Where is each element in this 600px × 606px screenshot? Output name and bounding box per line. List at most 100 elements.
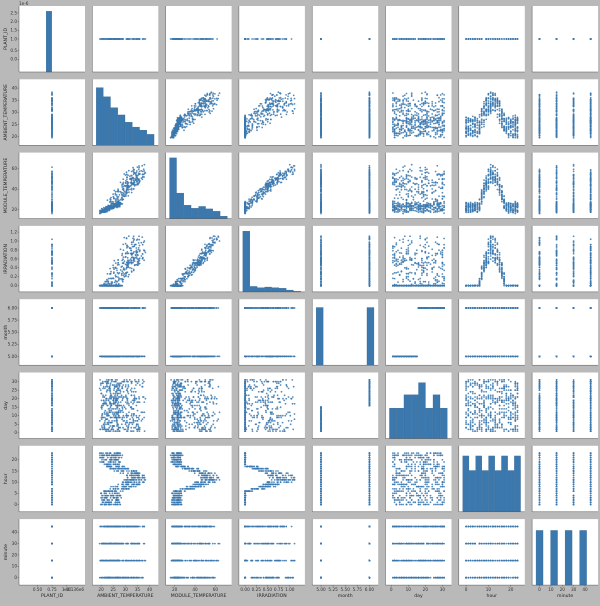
scatter-point (287, 105, 290, 107)
scatter-point (417, 119, 420, 122)
scatter-point (194, 103, 197, 105)
scatter-point (249, 121, 252, 123)
scatter-point (494, 98, 497, 101)
scatter-point (274, 184, 277, 186)
scatter-point (264, 98, 267, 101)
scatter-point (184, 113, 186, 116)
scatter-point (268, 178, 271, 181)
scatter-point (422, 120, 425, 123)
scatter-point (253, 38, 255, 40)
scatter-point (207, 106, 209, 109)
scatter-point (398, 130, 401, 133)
scatter-point (414, 114, 416, 116)
scatter-point (438, 113, 440, 116)
scatter-point (320, 114, 322, 117)
scatter-point (434, 137, 437, 139)
scatter-point (589, 119, 592, 122)
scatter-point (431, 113, 434, 115)
scatter-point (436, 117, 439, 120)
scatter-point (120, 194, 123, 196)
scatter-point (257, 191, 260, 194)
scatter-point (187, 112, 189, 114)
scatter-point (136, 38, 139, 40)
scatter-point (507, 123, 510, 126)
scatter-point (478, 38, 481, 40)
scatter-point (209, 112, 212, 115)
scatter-point (410, 116, 413, 118)
scatter-point (214, 98, 216, 100)
scatter-point (368, 96, 371, 99)
scatter-point (191, 107, 194, 110)
scatter-point (395, 98, 398, 100)
scatter-point (244, 115, 247, 118)
scatter-point (514, 136, 517, 139)
scatter-point (114, 204, 116, 206)
scatter-point (434, 133, 437, 136)
scatter-point (130, 179, 133, 182)
scatter-point (212, 95, 215, 98)
scatter-point (276, 108, 279, 110)
scatter-point (443, 98, 445, 100)
scatter-point (251, 126, 254, 129)
scatter-point (254, 110, 257, 113)
scatter-point (434, 126, 437, 129)
scatter-point (196, 109, 198, 112)
scatter-point (139, 173, 141, 175)
scatter-point (471, 38, 474, 40)
scatter-point (51, 109, 53, 112)
scatter-point (124, 184, 127, 187)
scatter-point (422, 101, 425, 104)
scatter-point (209, 96, 212, 99)
scatter-point (397, 108, 399, 110)
scatter-point (403, 97, 406, 100)
scatter-point (173, 127, 176, 129)
scatter-point (483, 107, 485, 110)
scatter-point (431, 100, 434, 103)
scatter-point (267, 109, 270, 112)
scatter-point (471, 126, 474, 128)
scatter-point (494, 109, 497, 112)
scatter-point (392, 99, 394, 102)
scatter-point (181, 124, 184, 127)
scatter-point (51, 208, 53, 211)
scatter-point (392, 121, 394, 124)
scatter-point (265, 117, 267, 120)
panel-MODULE_TEMPERATURE-vs-AMBIENT_TEMPERATURE (92, 152, 159, 219)
scatter-point (114, 200, 117, 203)
scatter-point (213, 103, 216, 105)
scatter-point (438, 118, 440, 120)
scatter-point (431, 130, 434, 132)
scatter-point (441, 97, 444, 100)
scatter-point (127, 195, 130, 197)
scatter-point (467, 119, 470, 122)
scatter-point (429, 123, 432, 125)
scatter-point (124, 194, 127, 196)
scatter-point (469, 124, 472, 127)
scatter-point (143, 38, 146, 40)
scatter-point (279, 96, 282, 99)
scatter-point (414, 117, 416, 120)
scatter-point (267, 103, 270, 106)
scatter-point (262, 109, 265, 112)
scatter-point (555, 117, 558, 120)
hist-bar (103, 96, 111, 146)
scatter-point (555, 127, 558, 129)
scatter-point (256, 38, 258, 40)
scatter-point (538, 113, 541, 115)
scatter-point (441, 114, 444, 117)
scatter-point (512, 134, 514, 137)
scatter-point (265, 108, 268, 111)
scatter-point (589, 135, 592, 138)
scatter-point (409, 118, 411, 121)
scatter-point (282, 98, 284, 100)
scatter-point (127, 169, 130, 172)
scatter-point (51, 198, 53, 201)
scatter-point (572, 100, 575, 103)
scatter-point (443, 110, 445, 112)
scatter-point (278, 175, 280, 177)
scatter-point (268, 112, 271, 115)
scatter-point (173, 132, 176, 135)
scatter-point (270, 113, 273, 116)
scatter-point (173, 38, 176, 40)
